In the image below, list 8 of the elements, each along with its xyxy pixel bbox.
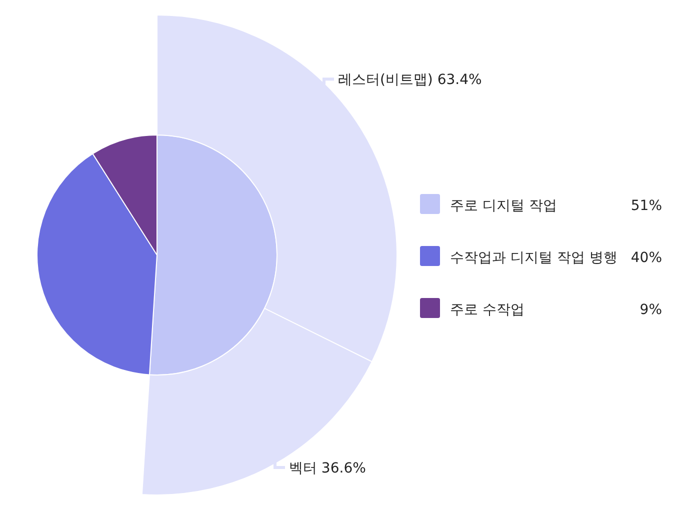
legend-label: 주로 수작업 xyxy=(450,302,524,318)
slice-label: 레스터(비트맵) 63.4% xyxy=(338,72,482,88)
data-label: 40% xyxy=(630,250,662,266)
data-label: 9% xyxy=(640,302,662,318)
legend-label: 수작업과 디지털 작업 병행 xyxy=(450,250,618,266)
slice-label: 벡터 36.6% xyxy=(288,460,366,477)
data-label: 51% xyxy=(630,198,662,214)
legend-label: 주로 디지털 작업 xyxy=(450,198,557,214)
